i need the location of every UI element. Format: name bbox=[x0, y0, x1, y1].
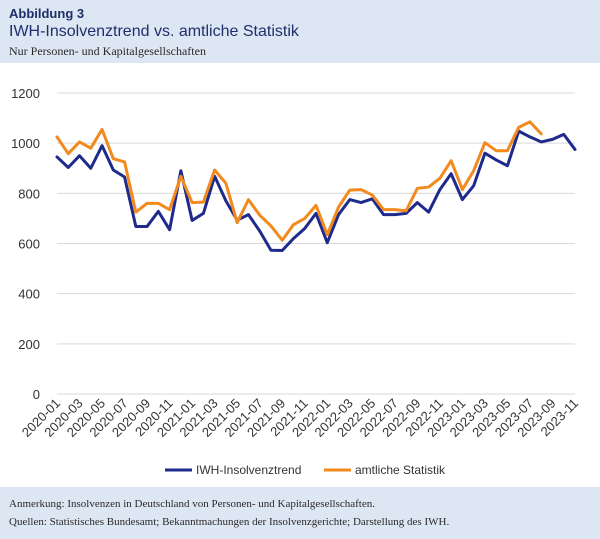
figure-footer: Anmerkung: Insolvenzen in Deutschland vo… bbox=[9, 495, 591, 531]
figure-title: IWH-Insolvenztrend vs. amtliche Statisti… bbox=[9, 23, 299, 40]
y-tick-label: 400 bbox=[18, 287, 40, 302]
y-tick-label: 800 bbox=[18, 186, 40, 201]
legend-label-iwh: IWH-Insolvenztrend bbox=[196, 463, 301, 477]
series-line-iwh-insolvenztrend bbox=[55, 129, 577, 253]
y-tick-label: 0 bbox=[33, 387, 40, 402]
source-note: Quellen: Statistisches Bundesamt; Bekann… bbox=[9, 516, 450, 528]
chart-panel: 0 200 400 600 800 1000 1200 2020-01 2020-03 2020-… bbox=[0, 63, 600, 487]
series-line-amtliche-statistik bbox=[55, 120, 543, 242]
y-tick-label: 1000 bbox=[11, 136, 40, 151]
footnote: Anmerkung: Insolvenzen in Deutschland vo… bbox=[9, 498, 375, 510]
figure-subtitle: Nur Personen- und Kapitalgesellschaften bbox=[9, 44, 206, 58]
figure-label: Abbildung 3 bbox=[9, 6, 85, 21]
y-tick-label: 200 bbox=[18, 337, 40, 352]
y-tick-label: 1200 bbox=[11, 86, 40, 101]
figure-header: Abbildung 3 IWH-Insolvenztrend vs. amtli… bbox=[9, 6, 591, 59]
y-tick-label: 600 bbox=[18, 237, 40, 252]
legend-label-amtlich: amtliche Statistik bbox=[355, 463, 446, 477]
line-chart: 0200400600800100012002020-012020-032020-… bbox=[11, 86, 581, 477]
